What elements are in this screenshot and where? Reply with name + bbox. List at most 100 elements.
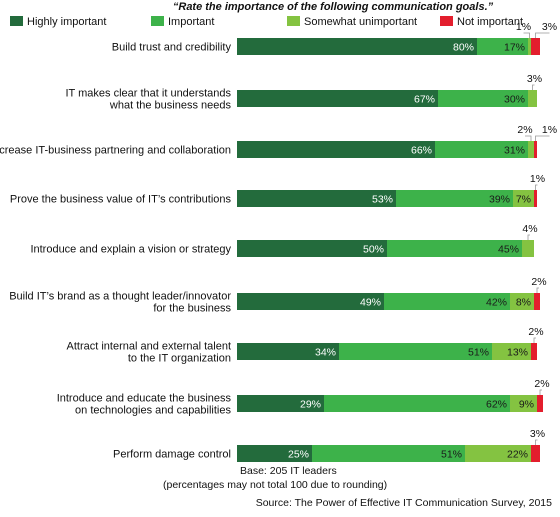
data-label: 62%: [486, 399, 507, 411]
bar-segment-somewhat-unimportant: [492, 343, 531, 360]
data-label: 53%: [372, 194, 393, 206]
bar-segment-important: [435, 141, 528, 158]
callout-leader: [532, 84, 535, 90]
rounding-note: (percentages may not total 100 due to ro…: [163, 479, 388, 491]
data-label: 66%: [411, 145, 432, 157]
bar-segment-important: [324, 395, 510, 412]
bar-segment-highly-important: [237, 293, 384, 310]
data-label: 31%: [504, 145, 525, 157]
callout-label: 3%: [527, 73, 542, 85]
callout-label: 4%: [522, 223, 537, 235]
data-label: 17%: [504, 42, 525, 54]
bar-segment-somewhat-unimportant: [522, 240, 534, 257]
bar-segment-highly-important: [237, 240, 387, 257]
data-label: 34%: [315, 347, 336, 359]
category-label: Attract internal and external talent to t…: [67, 341, 231, 365]
bar-segment-somewhat-unimportant: [528, 90, 537, 107]
bar-segment-not-important: [531, 343, 537, 360]
legend-swatch-highly-important: [10, 16, 23, 26]
data-label: 13%: [507, 347, 528, 359]
data-label: 29%: [300, 399, 321, 411]
data-label: 7%: [516, 194, 531, 206]
data-label: 80%: [453, 42, 474, 54]
category-label-line: Build IT’s brand as a thought leader/inn…: [9, 291, 231, 303]
bar-segment-important: [384, 293, 510, 310]
category-label-line: Prove the business value of IT’s contrib…: [10, 194, 232, 206]
bar-segment-important: [339, 343, 492, 360]
legend-label-highly-important: Highly important: [27, 16, 106, 28]
bar-segment-not-important: [537, 395, 543, 412]
bar-segment-not-important: [534, 141, 537, 158]
category-label-line: Increase IT-business partnering and coll…: [0, 145, 231, 157]
category-label-line: Introduce and educate the business: [57, 393, 232, 405]
category-label-line: Introduce and explain a vision or strate…: [30, 244, 231, 256]
data-label: 25%: [288, 449, 309, 461]
bar-segment-not-important: [531, 38, 540, 55]
legend-swatch-important: [151, 16, 164, 26]
bar-segment-somewhat-unimportant: [510, 395, 537, 412]
callout-label: 2%: [528, 326, 543, 338]
bar-segment-somewhat-unimportant: [528, 141, 534, 158]
category-label-line: IT makes clear that it understands: [66, 88, 232, 100]
data-label: 45%: [498, 244, 519, 256]
bar-segment-important: [396, 190, 513, 207]
bar-segment-highly-important: [237, 445, 312, 462]
bar-segment-somewhat-unimportant: [528, 38, 531, 55]
category-label: Build IT’s brand as a thought leader/inn…: [9, 291, 231, 315]
legend-label-somewhat-unimportant: Somewhat unimportant: [304, 16, 417, 28]
callout-leader: [539, 389, 542, 395]
data-label: 49%: [360, 297, 381, 309]
legend-label-not-important: Not important: [457, 16, 523, 28]
callout-leader: [535, 135, 550, 141]
category-label: Perform damage control: [113, 449, 231, 461]
bar-segment-highly-important: [237, 141, 435, 158]
bar-segment-important: [312, 445, 465, 462]
category-label-line: Build trust and credibility: [112, 42, 232, 54]
bar-segment-not-important: [531, 445, 540, 462]
bar-segment-highly-important: [237, 90, 438, 107]
category-label-line: for the business: [153, 303, 231, 315]
bar-segment-highly-important: [237, 395, 324, 412]
callout-label: 3%: [542, 21, 557, 33]
callout-leader: [523, 32, 530, 38]
bar-segment-somewhat-unimportant: [513, 190, 534, 207]
category-label-line: to the IT organization: [128, 353, 231, 365]
callout-leader: [535, 439, 538, 445]
category-label-line: what the business needs: [109, 100, 232, 112]
category-label: Build trust and credibility: [112, 42, 232, 54]
callout-leader: [535, 184, 538, 190]
chart-bars: Build trust and credibility 80% 17% 1% 3% IT …: [0, 21, 557, 462]
callout-label: 2%: [531, 276, 546, 288]
callout-label: 1%: [542, 124, 557, 136]
category-label: Introduce and educate the business on tec…: [57, 393, 232, 417]
data-label: 9%: [519, 399, 534, 411]
callout-leader: [527, 234, 530, 240]
chart-title: “Rate the importance of the following co…: [173, 1, 494, 13]
callout-label: 2%: [517, 124, 532, 136]
bar-segment-important: [387, 240, 522, 257]
category-label-line: Attract internal and external talent: [67, 341, 231, 353]
category-label: Introduce and explain a vision or strate…: [30, 244, 231, 256]
bar-segment-important: [438, 90, 528, 107]
callout-leader: [525, 135, 532, 141]
category-label: IT makes clear that it understands what t…: [66, 88, 232, 112]
callout-label: 3%: [530, 428, 545, 440]
bar-segment-highly-important: [237, 343, 339, 360]
data-label: 51%: [468, 347, 489, 359]
bar-segment-not-important: [534, 293, 540, 310]
callout-leader: [536, 287, 539, 293]
callout-label: 2%: [534, 378, 549, 390]
data-label: 8%: [516, 297, 531, 309]
bar-segment-not-important: [534, 190, 537, 207]
legend-swatch-not-important: [440, 16, 453, 26]
data-label: 51%: [441, 449, 462, 461]
category-label: Increase IT-business partnering and coll…: [0, 145, 231, 157]
data-label: 39%: [489, 194, 510, 206]
data-label: 42%: [486, 297, 507, 309]
data-label: 30%: [504, 94, 525, 106]
bar-segment-important: [477, 38, 528, 55]
callout-label: 1%: [516, 21, 531, 33]
data-label: 67%: [414, 94, 435, 106]
legend-label-important: Important: [168, 16, 214, 28]
